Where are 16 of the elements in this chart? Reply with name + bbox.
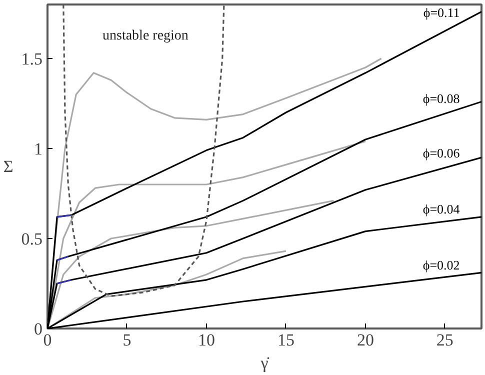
y-tick-label: 0.5 [21,230,42,248]
series-label: ϕ=0.08 [422,90,460,106]
y-axis-title: Σ [3,157,14,176]
series-label: ϕ=0.06 [422,146,460,161]
annotation: unstable region [102,28,188,44]
series-label: ϕ=0.11 [423,5,460,20]
x-tick-label: 25 [436,330,454,350]
y-tick-label: 1 [34,140,42,158]
x-tick-label: 20 [356,330,374,350]
y-tick-label: 1.5 [21,50,42,68]
x-axis-title: γ̇ [260,354,270,372]
x-tick-label: 10 [198,330,215,350]
series-label: ϕ=0.04 [422,202,460,217]
x-tick-label: 15 [277,330,294,350]
x-tick-label: 5 [122,330,132,350]
series-label: ϕ=0.02 [422,257,460,272]
